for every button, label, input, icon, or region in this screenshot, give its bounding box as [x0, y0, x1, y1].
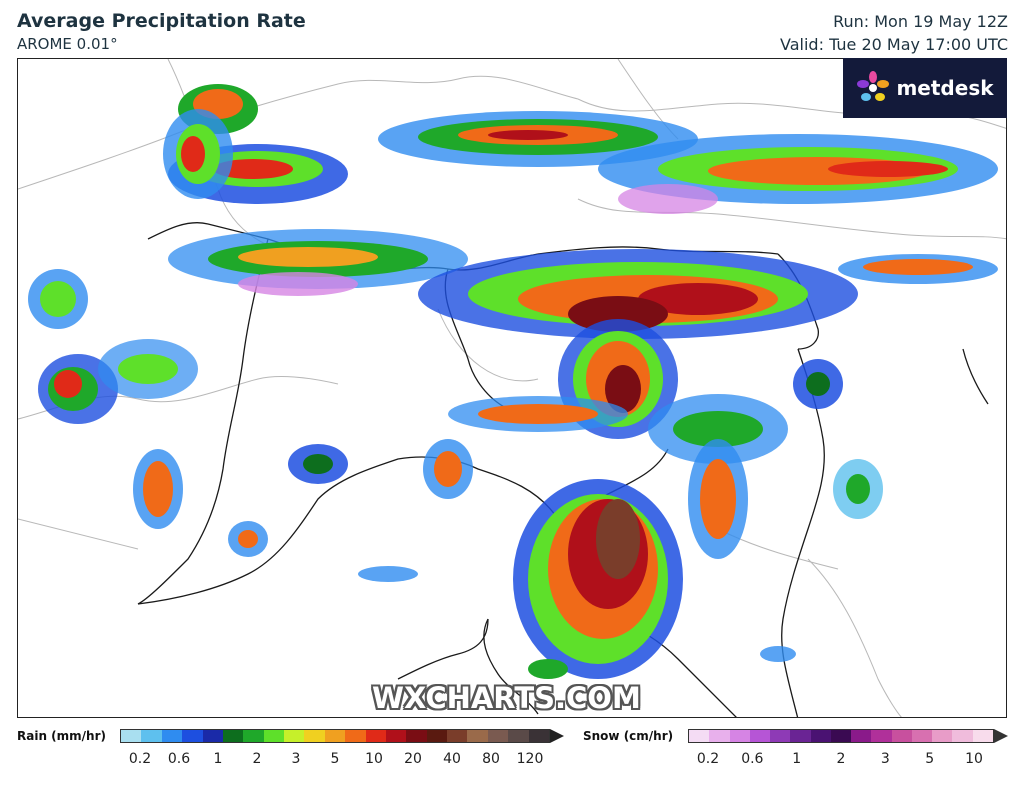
rain-color-swatch [304, 730, 325, 742]
rain-color-swatch [202, 730, 223, 742]
rain-color-swatch [182, 730, 203, 742]
rain-tick-label: 5 [330, 751, 340, 767]
metdesk-logo-text: metdesk [896, 76, 994, 100]
snow-tick-label: 0.2 [696, 751, 720, 767]
rain-color-swatch [385, 730, 407, 742]
rain-tick-label: 0.6 [167, 751, 191, 767]
metdesk-logo: metdesk [843, 58, 1007, 118]
snow-tick-label: 2 [836, 751, 846, 767]
rain-color-swatch [365, 730, 386, 742]
run-time: Run: Mon 19 May 12Z [833, 12, 1008, 31]
snow-colorbar [688, 729, 994, 743]
snow-tick-label: 5 [925, 751, 935, 767]
snow-tick-label: 0.6 [741, 751, 764, 767]
rain-tick-label: 20 [404, 751, 422, 767]
rain-color-swatch [406, 730, 427, 742]
snow-tick-label: 10 [965, 751, 983, 767]
snow-color-swatch [749, 730, 771, 742]
metdesk-flower-icon [857, 71, 890, 101]
snow-color-swatch [810, 730, 831, 742]
rain-color-swatch [324, 730, 346, 742]
snow-color-swatch [851, 730, 872, 742]
rain-color-swatch [161, 730, 183, 742]
rain-tick-label: 0.2 [128, 751, 152, 767]
snow-color-swatch [972, 730, 993, 742]
snow-color-swatch [830, 730, 852, 742]
rain-tick-label: 80 [482, 751, 500, 767]
rain-color-swatch [487, 730, 509, 742]
snow-color-swatch [709, 730, 730, 742]
snow-color-swatch [911, 730, 933, 742]
snow-legend-label: Snow (cm/hr) [583, 729, 674, 743]
rain-tick-label: 120 [516, 751, 544, 767]
rain-color-swatch [426, 730, 447, 742]
rain-color-swatch [508, 730, 529, 742]
rain-tick-label: 3 [291, 751, 301, 767]
snow-color-swatch [790, 730, 811, 742]
snow-color-swatch [871, 730, 892, 742]
rain-color-swatch [345, 730, 366, 742]
rain-color-swatch [263, 730, 284, 742]
rain-color-swatch [121, 730, 142, 742]
rain-color-swatch [447, 730, 468, 742]
rain-tick-label: 2 [252, 751, 262, 767]
rain-color-swatch [528, 730, 549, 742]
valid-time: Valid: Tue 20 May 17:00 UTC [780, 35, 1008, 54]
snow-color-swatch [952, 730, 973, 742]
rain-shading [28, 84, 998, 679]
wxcharts-watermark: WXCHARTS.COM [372, 681, 641, 715]
precipitation-map[interactable] [17, 58, 1007, 718]
snow-color-swatch [891, 730, 912, 742]
rain-colorbar [120, 729, 550, 743]
rain-color-swatch [243, 730, 264, 742]
rain-color-swatch [141, 730, 162, 742]
rain-legend-label: Rain (mm/hr) [17, 729, 106, 743]
rain-tick-label: 10 [365, 751, 383, 767]
rain-tick-label: 40 [443, 751, 461, 767]
map-svg [18, 59, 1006, 717]
rain-color-swatch [222, 730, 244, 742]
chart-title: Average Precipitation Rate [17, 10, 306, 32]
snow-tick-label: 1 [792, 751, 802, 767]
snow-color-swatch [932, 730, 953, 742]
rain-color-swatch [467, 730, 488, 742]
rain-color-swatch [284, 730, 305, 742]
rain-tick-label: 1 [213, 751, 223, 767]
snow-colorbar-arrow [994, 729, 1008, 743]
model-label: AROME 0.01° [17, 35, 118, 53]
snow-color-swatch [729, 730, 750, 742]
snow-color-swatch [689, 730, 710, 742]
snow-tick-label: 3 [880, 751, 890, 767]
snow-color-swatch [770, 730, 791, 742]
rain-colorbar-arrow [550, 729, 564, 743]
